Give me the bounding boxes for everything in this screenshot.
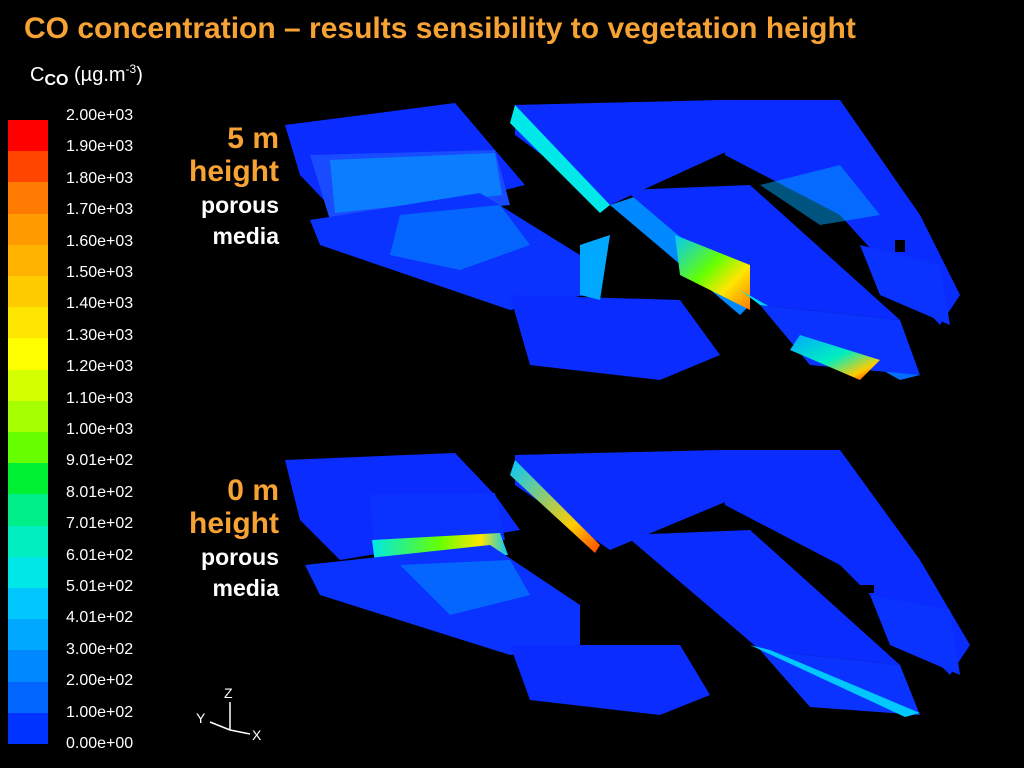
- colorbar-tick-label: 5.01e+02: [66, 578, 134, 595]
- unit-superscript: -3: [125, 62, 137, 76]
- axes-triad: Z Y X: [196, 685, 262, 743]
- building-block: [860, 245, 950, 325]
- colorbar-tick-label: 1.30e+03: [66, 326, 134, 344]
- concentration-field-5m: [285, 100, 960, 380]
- colorbar-tick-label: 1.80e+03: [66, 169, 134, 187]
- colorbar-tick-label: 7.01e+02: [66, 515, 134, 533]
- z-axis-label: Z: [224, 685, 233, 701]
- colorbar-tick-label: 1.90e+03: [66, 138, 134, 156]
- media-line1: porous: [201, 544, 279, 570]
- y-axis-label: Y: [196, 710, 206, 726]
- building-block: [510, 645, 710, 715]
- building-block: [625, 185, 900, 320]
- case-label-0m: 0 m height porous media: [189, 474, 279, 605]
- media-line2: media: [212, 223, 279, 249]
- media-line2: media: [212, 575, 279, 601]
- colorbar-tick-label: 0.00e+00: [66, 735, 134, 752]
- building-block: [870, 595, 960, 675]
- colorbar-swatch: [8, 588, 48, 620]
- colorbar-tick-label: 1.60e+03: [66, 232, 134, 250]
- height-value: 5 m: [227, 122, 279, 155]
- y-axis-line: [209, 721, 231, 731]
- case-label-5m: 5 m height porous media: [189, 122, 279, 253]
- colorbar-tick-label: 8.01e+02: [66, 483, 134, 501]
- colorbar-tick-label: 6.01e+02: [66, 546, 134, 564]
- unit-prefix: C: [30, 64, 45, 86]
- hotspot-zone: [675, 235, 750, 310]
- building-roof: [760, 165, 880, 225]
- building-wall: [750, 645, 920, 717]
- page-title: CO concentration – results sensibility t…: [24, 12, 856, 45]
- colorbar-tick-label: 1.00e+02: [66, 703, 134, 721]
- unit-subscript: CO: [44, 72, 69, 89]
- x-axis-line: [229, 729, 251, 735]
- colorbar-tick-label: 1.50e+03: [66, 264, 134, 281]
- colorbar-tick-label: 1.40e+03: [66, 295, 134, 313]
- building-roof: [390, 205, 530, 270]
- colorbar-swatch: [8, 619, 48, 651]
- colorbar-swatch: [8, 338, 48, 371]
- colorbar-swatch: [8, 525, 48, 558]
- colorbar-swatch: [8, 276, 48, 308]
- colorbar-tick-label: 1.10e+03: [66, 389, 134, 407]
- colorbar-swatch: [8, 556, 48, 589]
- colorbar-tick-label: 2.00e+03: [66, 107, 134, 124]
- colorbar-swatch: [8, 120, 48, 152]
- building-block: [515, 450, 730, 550]
- hotspot-zone: [790, 335, 880, 380]
- colorbar-unit: CCO (µg.m-3): [30, 62, 143, 90]
- colorbar-swatch: [8, 400, 48, 433]
- colorbar-tick-label: 1.20e+03: [66, 358, 134, 376]
- colorbar-swatch: [8, 463, 48, 495]
- x-axis-label: X: [252, 727, 262, 743]
- colorbar-swatch: [8, 151, 48, 183]
- colorbar-tick-label: 1.70e+03: [66, 201, 134, 219]
- colorbar-tick-label: 3.00e+02: [66, 640, 134, 658]
- building-block: [760, 305, 920, 375]
- building-wall: [510, 105, 610, 213]
- colorbar-tick-label: 2.00e+02: [66, 672, 134, 690]
- concentration-field-0m: [285, 450, 970, 717]
- building-block: [510, 295, 720, 380]
- unit-suffix: ): [136, 64, 143, 86]
- colorbar-swatch: [8, 244, 48, 277]
- gap: [860, 585, 874, 593]
- colorbar-tick-label: 4.01e+02: [66, 609, 134, 627]
- height-value: 0 m: [227, 474, 279, 507]
- colorbar-swatch: [8, 494, 48, 527]
- colorbar-swatch: [8, 432, 48, 464]
- colorbar: [8, 120, 48, 745]
- height-word: height: [189, 155, 279, 188]
- gap: [895, 240, 905, 252]
- building-block: [515, 100, 730, 205]
- colorbar-tick-label: 1.00e+03: [66, 421, 134, 438]
- height-word: height: [189, 507, 279, 540]
- colorbar-swatch: [8, 369, 48, 402]
- media-line1: porous: [201, 192, 279, 218]
- hotspot-zone: [510, 460, 600, 553]
- colorbar-swatch: [8, 182, 48, 215]
- colorbar-swatch: [8, 681, 48, 714]
- building-wall: [580, 235, 610, 300]
- colorbar-swatch: [8, 650, 48, 683]
- colorbar-swatch: [8, 712, 48, 745]
- unit-mid: (µg.m: [68, 64, 126, 86]
- colorbar-tick-label: 9.01e+02: [66, 452, 134, 470]
- colorbar-swatch: [8, 307, 48, 339]
- building-roof: [400, 560, 530, 615]
- colorbar-swatch: [8, 213, 48, 246]
- building-block: [625, 530, 900, 665]
